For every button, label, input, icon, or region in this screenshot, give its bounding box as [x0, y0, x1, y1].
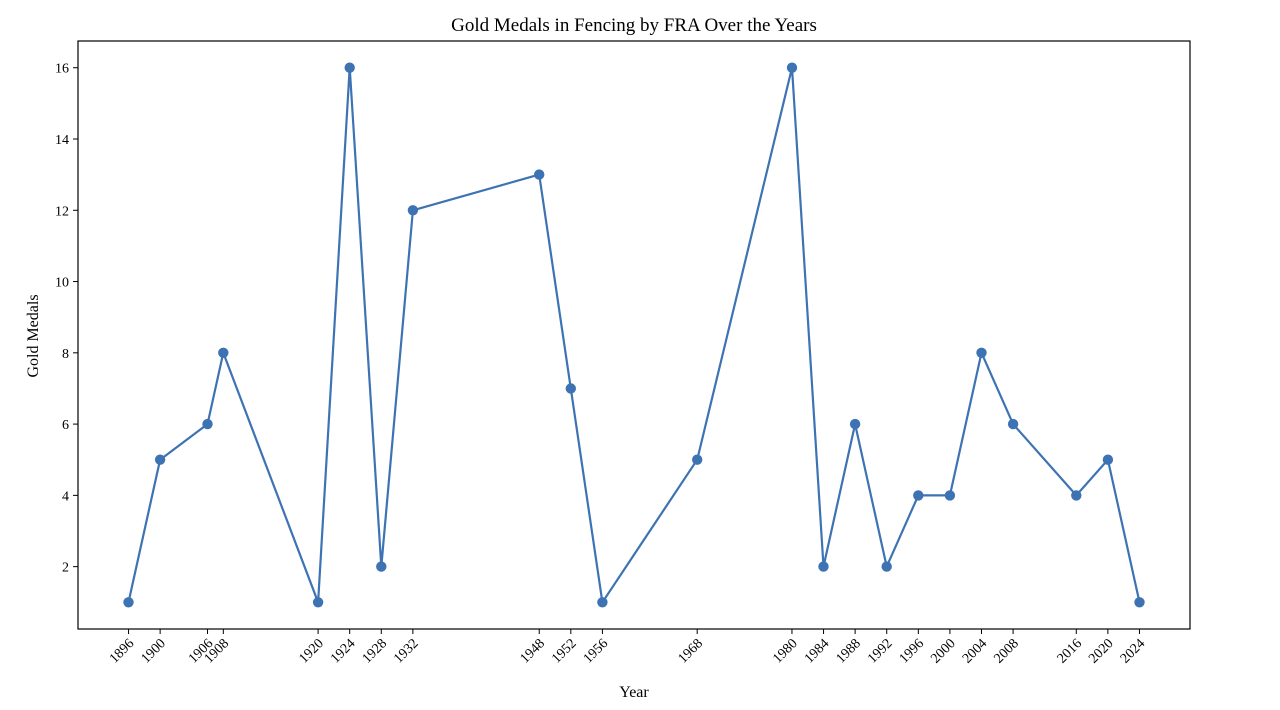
x-tick-label: 1948	[518, 636, 548, 666]
data-point	[1102, 454, 1114, 465]
data-point	[218, 347, 229, 358]
data-point	[407, 205, 419, 216]
data-point	[534, 169, 545, 180]
x-tick-label: 1992	[865, 636, 895, 666]
data-point	[786, 62, 798, 73]
data-point	[976, 347, 987, 358]
data-point	[1071, 490, 1082, 501]
data-point	[202, 418, 213, 430]
data-point	[692, 454, 703, 465]
chart-title: Gold Medals in Fencing by FRA Over the Y…	[451, 15, 817, 36]
data-point	[1007, 418, 1019, 430]
x-tick-label: 1924	[328, 636, 358, 666]
x-axis-title: Year	[619, 684, 649, 701]
y-tick-label: 4	[62, 489, 69, 504]
x-tick-label: 1896	[107, 636, 137, 666]
x-tick-label: 1980	[770, 636, 800, 666]
y-tick-label: 16	[55, 62, 69, 77]
y-tick-label: 12	[55, 204, 69, 219]
data-point	[881, 561, 892, 572]
y-tick-label: 6	[62, 418, 69, 433]
x-tick-label: 1984	[802, 636, 832, 666]
x-tick-label: 2004	[960, 636, 990, 666]
x-tick-label: 1988	[834, 636, 864, 666]
x-tick-label: 1920	[297, 636, 327, 666]
y-tick-label: 14	[55, 133, 69, 148]
y-tick-label: 10	[55, 276, 69, 291]
x-tick-label: 1968	[676, 636, 706, 666]
x-tick-label: 1996	[897, 636, 927, 666]
x-tick-label: 1928	[360, 636, 390, 666]
data-point	[344, 62, 355, 73]
data-point	[154, 454, 166, 465]
data-point	[849, 418, 861, 430]
x-tick-label: 1952	[549, 636, 579, 666]
y-axis-title: Gold Medals	[25, 294, 42, 377]
x-tick-label: 1932	[391, 636, 421, 666]
data-point	[123, 597, 134, 608]
x-tick-label: 1956	[581, 636, 611, 666]
data-point	[944, 490, 956, 501]
data-point	[818, 561, 829, 572]
series-line	[127, 66, 1141, 604]
data-point	[565, 383, 576, 394]
plot-frame	[77, 40, 1191, 630]
x-tick-label: 1900	[139, 636, 169, 666]
data-point	[376, 561, 387, 572]
x-tick-label: 2008	[992, 636, 1022, 666]
x-tick-label: 2024	[1118, 636, 1148, 666]
data-point	[913, 490, 924, 501]
data-point	[597, 597, 608, 608]
data-point	[1134, 597, 1145, 608]
x-tick-label: 2016	[1055, 636, 1085, 666]
data-point	[312, 597, 324, 608]
x-tick-label: 2020	[1086, 636, 1116, 666]
y-tick-label: 2	[62, 561, 69, 576]
y-tick-label: 8	[62, 347, 69, 362]
x-tick-label: 2000	[928, 636, 958, 666]
